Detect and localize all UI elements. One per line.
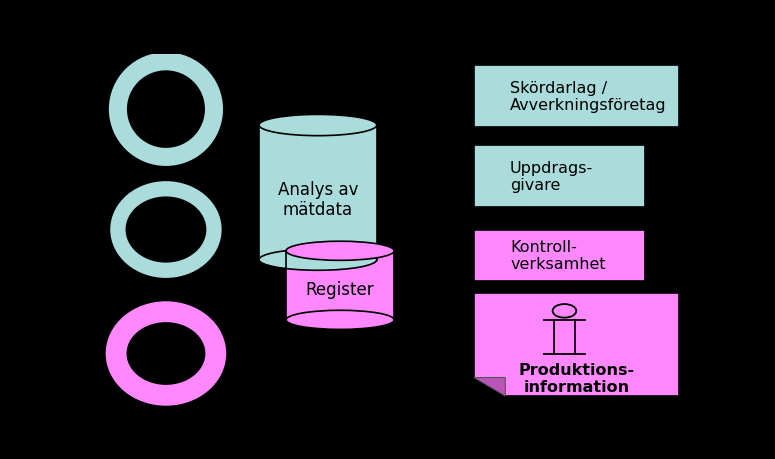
Polygon shape xyxy=(474,378,505,396)
FancyBboxPatch shape xyxy=(474,146,646,208)
Polygon shape xyxy=(474,294,680,396)
Ellipse shape xyxy=(259,249,377,271)
Ellipse shape xyxy=(118,190,214,271)
Ellipse shape xyxy=(259,115,377,136)
Ellipse shape xyxy=(116,312,215,396)
Polygon shape xyxy=(286,251,394,320)
FancyBboxPatch shape xyxy=(474,230,646,281)
Ellipse shape xyxy=(286,311,394,330)
FancyBboxPatch shape xyxy=(474,66,680,128)
Text: Kontroll-
verksamhet: Kontroll- verksamhet xyxy=(510,240,606,272)
Text: Analys av
mätdata: Analys av mätdata xyxy=(277,180,358,219)
Text: Uppdrags-
givare: Uppdrags- givare xyxy=(510,161,594,193)
Text: Register: Register xyxy=(306,280,374,298)
Ellipse shape xyxy=(286,242,394,261)
Polygon shape xyxy=(259,126,377,260)
Text: Skördarlag /
Avverkningsföretag: Skördarlag / Avverkningsföretag xyxy=(510,80,666,113)
Ellipse shape xyxy=(118,62,214,157)
Text: Produktions-
information: Produktions- information xyxy=(518,362,635,394)
